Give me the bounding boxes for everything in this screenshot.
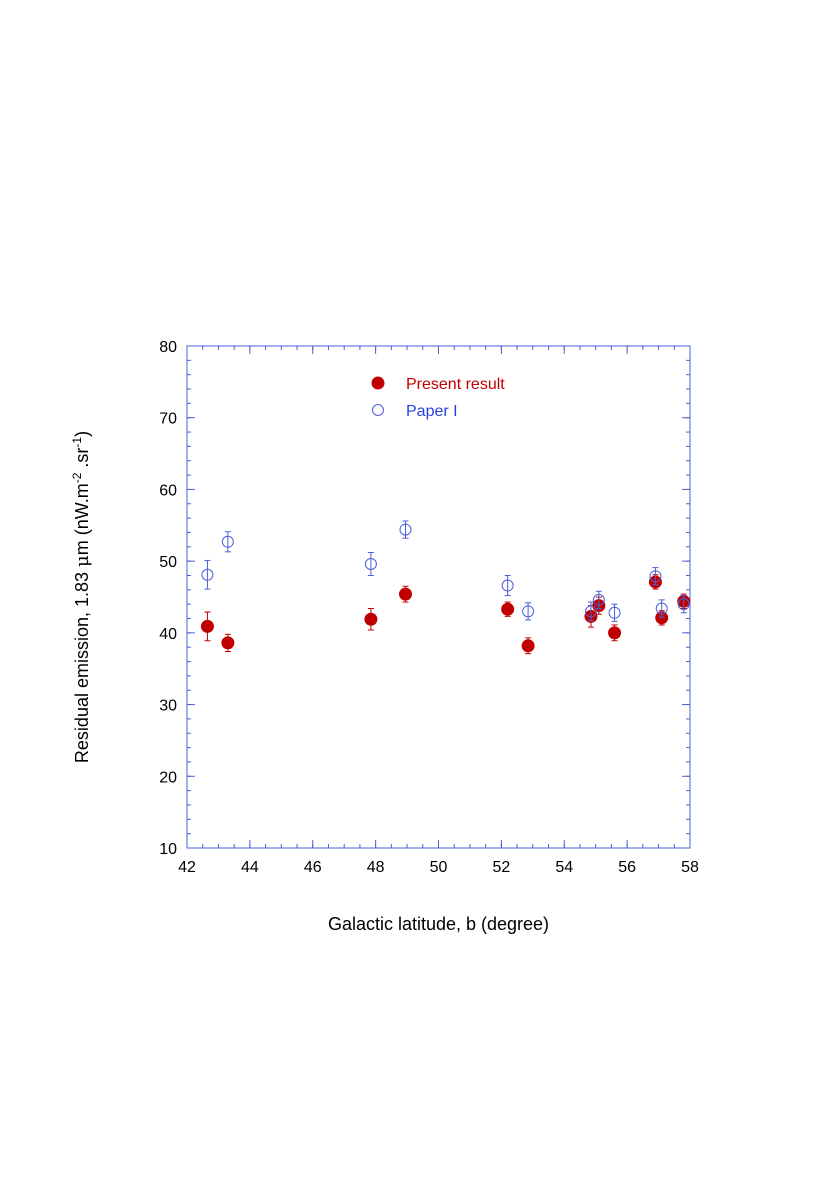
- legend-label-paper-i: Paper I: [406, 403, 458, 420]
- legend: Present result Paper I: [371, 376, 505, 420]
- x-tick-label: 54: [555, 859, 573, 876]
- y-axis-label-mu: μ: [72, 555, 93, 567]
- legend-marker-present-result: [371, 376, 385, 390]
- data-point-paper-i: [522, 605, 535, 618]
- data-point-paper-i: [677, 598, 690, 611]
- y-tick-label: 50: [159, 554, 177, 571]
- data-point-paper-i: [501, 579, 514, 592]
- legend-label-present-result: Present result: [406, 376, 505, 393]
- data-point-present-result: [364, 612, 378, 626]
- x-tick-label: 52: [492, 859, 510, 876]
- data-point-present-result: [501, 602, 515, 616]
- x-tick-label: 58: [681, 859, 699, 876]
- axes-layer: [186, 345, 691, 849]
- y-axis-label-suffix: ): [72, 431, 92, 437]
- y-axis-label-sup2: -1: [70, 437, 84, 448]
- data-point-present-result: [200, 619, 214, 633]
- data-point-present-result: [398, 587, 412, 601]
- y-axis-label-sup1: -2: [70, 472, 84, 483]
- data-point-paper-i: [649, 570, 662, 583]
- data-point-paper-i: [592, 593, 605, 606]
- ticks-layer: 42 44 46 48 50 52 54 56 58 10 20 30 40 50 60 70 80: [159, 339, 699, 876]
- data-point-present-result: [608, 626, 622, 640]
- y-axis-label-unit: m (nW.m: [72, 483, 92, 555]
- data-point-paper-i: [608, 606, 621, 619]
- series-present-result: [200, 574, 691, 655]
- legend-marker-paper-i: [372, 404, 384, 416]
- data-point-paper-i: [655, 602, 668, 615]
- y-tick-label: 30: [159, 698, 177, 715]
- y-tick-label: 40: [159, 626, 177, 643]
- data-point-paper-i: [201, 568, 214, 581]
- x-tick-label: 50: [430, 859, 448, 876]
- y-tick-label: 10: [159, 841, 177, 858]
- y-tick-label: 80: [159, 339, 177, 356]
- y-tick-label: 20: [159, 769, 177, 786]
- x-tick-label: 56: [618, 859, 636, 876]
- x-axis-label: Galactic latitude, b (degree): [328, 914, 549, 934]
- data-point-paper-i: [221, 535, 234, 548]
- series-layer: [200, 520, 691, 655]
- x-tick-label: 44: [241, 859, 259, 876]
- data-point-paper-i: [364, 558, 377, 571]
- y-tick-label: 70: [159, 411, 177, 428]
- plot-frame: [186, 345, 691, 849]
- data-point-present-result: [521, 639, 535, 653]
- x-tick-label: 48: [367, 859, 385, 876]
- data-point-paper-i: [399, 523, 412, 536]
- data-point-paper-i: [584, 605, 597, 618]
- y-tick-label: 60: [159, 482, 177, 499]
- y-axis-label-prefix: Residual emission, 1.83: [72, 567, 92, 763]
- x-tick-label: 42: [178, 859, 196, 876]
- data-point-present-result: [221, 636, 235, 650]
- series-paper-i: [201, 520, 690, 622]
- y-axis-label: Residual emission, 1.83 μm (nW.m-2 .sr-1…: [70, 431, 93, 763]
- y-axis-label-middle: .sr: [72, 448, 92, 473]
- x-tick-label: 46: [304, 859, 322, 876]
